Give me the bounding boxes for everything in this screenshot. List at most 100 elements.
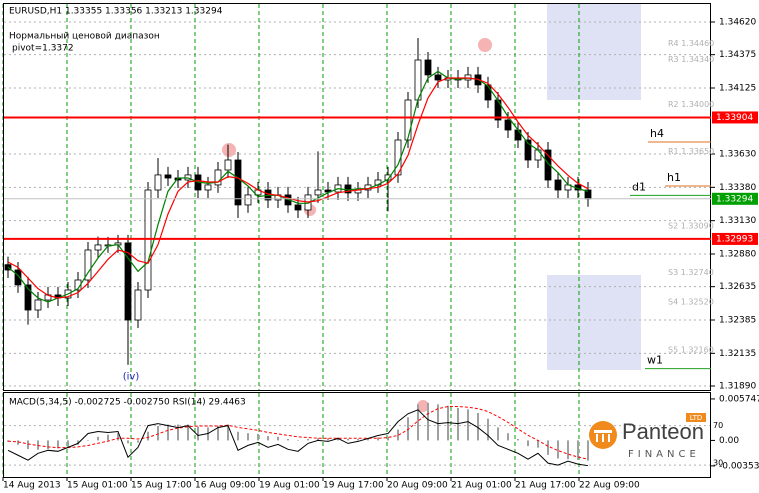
- level-label: 1.32993: [716, 234, 753, 244]
- macd-bar: [57, 440, 59, 449]
- y-tick-label: 1.34620: [719, 18, 756, 28]
- macd-bar: [127, 440, 129, 444]
- candle-body: [34, 299, 42, 311]
- y-tick-label: 1.32135: [719, 349, 756, 359]
- y-tick-label: 1.32635: [719, 282, 756, 292]
- macd-bar: [217, 425, 219, 441]
- indicator-title: MACD(5,34,5) -0.002725 -0.002750 RSI(14)…: [9, 398, 246, 408]
- zone: [547, 275, 641, 370]
- moving-average: [7, 70, 589, 303]
- level-box: [712, 232, 758, 245]
- x-tick-label: 19 Aug 17:00: [323, 481, 384, 491]
- y-tick-label: -0.00353: [719, 461, 759, 471]
- candle-body: [404, 99, 412, 141]
- macd-bar: [347, 438, 349, 441]
- macd-bar: [527, 440, 529, 447]
- price-box: [712, 192, 758, 205]
- macd-bar: [87, 440, 89, 441]
- y2-tick-label: 70: [713, 421, 723, 430]
- macd-bar: [77, 440, 79, 445]
- logo-icon: [596, 434, 598, 442]
- x-tick-label: 22 Aug 09:00: [579, 481, 640, 491]
- macd-bar: [537, 440, 539, 448]
- y-tick-label: 1.33630: [719, 150, 756, 160]
- main-frame: [3, 3, 711, 391]
- macd-signal: [7, 405, 589, 460]
- y2-tick-label: 30: [713, 459, 723, 468]
- candle-body: [224, 159, 232, 171]
- candle-body: [94, 244, 102, 251]
- macd-bar: [267, 436, 269, 441]
- x-tick-label: 21 Aug 17:00: [515, 481, 576, 491]
- macd-bar: [27, 440, 29, 450]
- candle-body: [234, 159, 242, 206]
- sub-frame: [3, 392, 711, 478]
- candle-body: [244, 194, 252, 206]
- x-tick-label: 21 Aug 01:00: [451, 481, 512, 491]
- candle-body: [84, 249, 92, 281]
- y-tick-label: 1.31890: [719, 382, 756, 392]
- macd-bar: [247, 433, 249, 441]
- pivot-level-label: S5 1.32160: [668, 346, 714, 355]
- pivot-level-label: R3 1.34340: [668, 55, 714, 64]
- candle-body: [344, 184, 352, 194]
- candle-body: [504, 119, 512, 131]
- candle-body: [214, 169, 222, 186]
- pivot-level-label: R2 1.34000: [668, 100, 714, 109]
- macd-bar: [157, 425, 159, 441]
- macd-bar: [187, 424, 189, 441]
- macd-bar: [407, 417, 409, 441]
- candle-body: [434, 74, 442, 81]
- candle-body: [164, 174, 172, 179]
- macd-bar: [137, 440, 139, 443]
- macd-bar: [167, 424, 169, 441]
- macd-bar: [467, 409, 469, 441]
- x-tick-label: 15 Aug 01:00: [67, 481, 128, 491]
- macd-bar: [227, 424, 229, 441]
- macd-bar: [417, 404, 419, 441]
- macd-bar: [317, 438, 319, 441]
- candle-body: [14, 269, 22, 286]
- y-tick-label: 1.34375: [719, 50, 756, 60]
- macd-bar: [397, 429, 399, 441]
- candle-body: [124, 242, 132, 321]
- x-tick-label: 20 Aug 09:00: [387, 481, 448, 491]
- macd-bar: [487, 418, 489, 441]
- logo-icon: [602, 434, 604, 442]
- pivot-label: d1: [632, 180, 646, 193]
- y-tick-label: 1.33380: [719, 183, 756, 193]
- candle-body: [314, 189, 322, 196]
- price-label: 1.33294: [716, 194, 753, 204]
- candle-body: [154, 174, 162, 191]
- macd-bar: [427, 402, 429, 441]
- macd-bar: [577, 440, 579, 460]
- macd-bar: [7, 440, 9, 442]
- rsi-line: [7, 409, 589, 467]
- candle-body: [544, 149, 552, 181]
- macd-bar: [357, 438, 359, 441]
- macd-bar: [367, 438, 369, 441]
- pivot-label: h4: [650, 127, 664, 140]
- macd-bar: [377, 437, 379, 441]
- level-label: 1.33904: [716, 113, 753, 123]
- macd-bar: [497, 427, 499, 441]
- logo-name: Panteon: [622, 419, 704, 444]
- macd-bar: [107, 434, 109, 441]
- candle-body: [294, 204, 302, 211]
- logo-tag: LTD: [690, 414, 703, 422]
- macd-bar: [97, 436, 99, 441]
- zone: [547, 4, 641, 100]
- macd-bar: [177, 424, 179, 441]
- candle-body: [4, 264, 12, 271]
- logo-icon: [608, 434, 610, 442]
- macd-bar: [327, 438, 329, 441]
- highlight: [478, 38, 492, 52]
- x-tick-label: 14 Aug 2013: [3, 481, 61, 491]
- candle-body: [24, 284, 32, 311]
- macd-bar: [557, 440, 559, 459]
- logo-icon: [594, 430, 612, 433]
- y-tick-label: 1.34125: [719, 84, 756, 94]
- candle-body: [524, 139, 532, 161]
- annotation: pivot=1.3372: [12, 44, 74, 54]
